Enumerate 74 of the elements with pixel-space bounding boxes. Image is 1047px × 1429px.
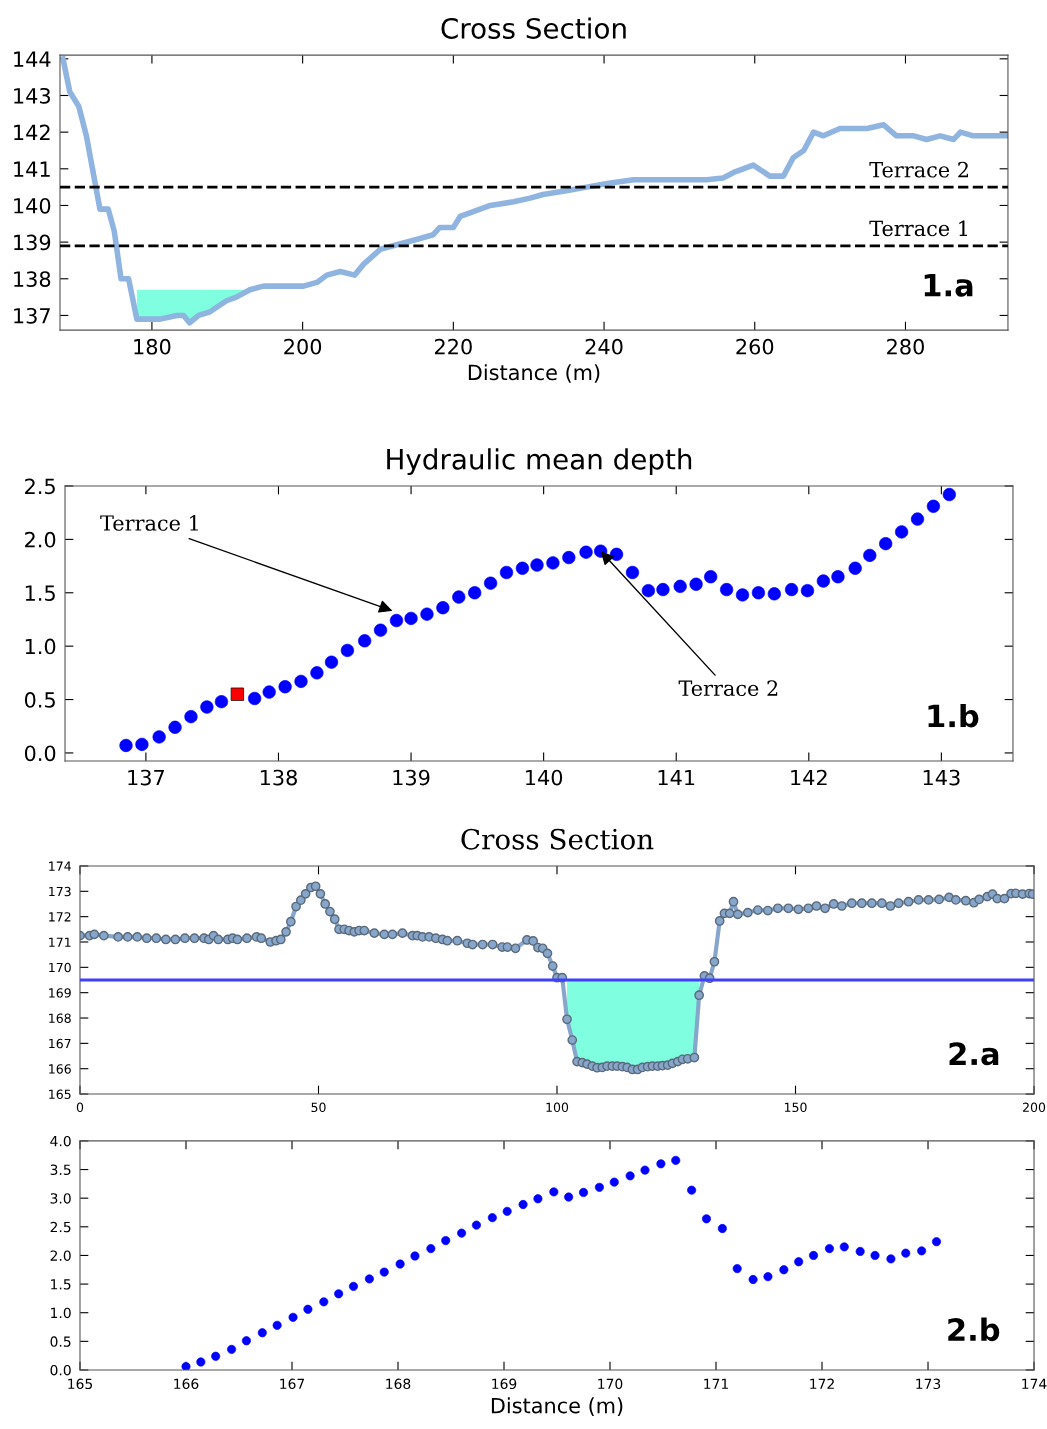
y-tick-label: 2.0 <box>50 1250 71 1261</box>
y-tick-label: 166 <box>49 1064 71 1074</box>
y-tick-label: 0.0 <box>24 745 56 762</box>
y-tick-label: 2.5 <box>50 1221 71 1233</box>
x-axis-title: Distance (m) <box>491 1397 623 1416</box>
y-tick-label: 2.0 <box>25 531 56 548</box>
x-tick-label: 171 <box>704 1378 728 1389</box>
y-tick-label: 143 <box>14 87 50 104</box>
x-tick-label: 141 <box>658 769 695 786</box>
x-tick-label: 0 <box>76 1102 84 1113</box>
y-tick-label: 1.5 <box>25 585 55 601</box>
x-tick-label: 173 <box>916 1378 941 1390</box>
x-tick-label: 220 <box>434 338 472 355</box>
y-tick-label: 169 <box>49 988 71 998</box>
y-tick-label: 167 <box>49 1038 71 1049</box>
chart-title: Cross Section <box>461 828 654 850</box>
y-tick-label: 170 <box>49 962 71 973</box>
y-tick-label: 1.0 <box>51 1307 71 1319</box>
y-tick-label: 0.0 <box>50 1364 71 1376</box>
x-tick-label: 168 <box>386 1378 411 1390</box>
y-tick-label: 144 <box>14 51 51 67</box>
annotation: 1.b <box>928 703 979 728</box>
x-tick-label: 166 <box>174 1378 199 1390</box>
y-tick-label: 171 <box>49 937 71 947</box>
x-tick-label: 200 <box>284 338 322 355</box>
ref-line-label: Terrace 1 <box>869 220 968 237</box>
y-tick-label: 140 <box>14 197 51 214</box>
y-tick-label: 1.5 <box>51 1279 71 1290</box>
y-tick-label: 165 <box>49 1089 71 1099</box>
x-tick-label: 280 <box>887 338 924 355</box>
y-tick-label: 138 <box>14 271 51 287</box>
x-tick-label: 260 <box>736 338 774 355</box>
x-tick-label: 142 <box>791 769 827 786</box>
y-tick-label: 168 <box>49 1013 71 1023</box>
x-tick-label: 169 <box>492 1378 517 1390</box>
y-tick-label: 0.5 <box>24 692 55 708</box>
ref-line-label: Terrace 2 <box>869 161 968 178</box>
y-tick-label: 2.5 <box>25 478 55 495</box>
x-tick-label: 139 <box>393 769 430 786</box>
y-tick-label: 139 <box>14 234 51 251</box>
x-tick-label: 180 <box>134 338 171 355</box>
y-tick-label: 142 <box>14 124 50 141</box>
annotation: 2.a <box>949 1042 999 1066</box>
annotation: Terrace 1 <box>100 515 198 531</box>
y-tick-label: 172 <box>49 912 71 922</box>
x-tick-label: 140 <box>526 769 563 786</box>
x-tick-label: 50 <box>311 1102 326 1113</box>
x-tick-label: 174 <box>1022 1378 1047 1389</box>
annotation: 1.a <box>924 273 973 297</box>
x-tick-label: 100 <box>546 1102 569 1113</box>
x-tick-label: 150 <box>784 1102 807 1113</box>
y-tick-label: 141 <box>14 161 50 177</box>
y-tick-label: 1.0 <box>25 638 56 655</box>
x-tick-label: 143 <box>923 769 960 786</box>
x-tick-label: 167 <box>280 1378 305 1390</box>
y-tick-label: 174 <box>49 861 71 871</box>
x-tick-label: 170 <box>598 1378 623 1390</box>
y-tick-label: 4.0 <box>50 1135 71 1147</box>
chart-title: Hydraulic mean depth <box>387 448 692 476</box>
y-tick-label: 137 <box>14 307 50 324</box>
y-tick-label: 3.0 <box>50 1193 71 1204</box>
x-tick-label: 240 <box>585 338 623 355</box>
chart-title: Cross Section <box>441 17 626 39</box>
annotation: Terrace 2 <box>678 680 778 697</box>
x-tick-label: 172 <box>810 1378 834 1389</box>
y-tick-label: 173 <box>49 886 71 897</box>
x-tick-label: 165 <box>68 1378 93 1390</box>
x-tick-label: 137 <box>128 769 164 786</box>
x-axis-title: Distance (m) <box>468 364 600 383</box>
y-tick-label: 0.5 <box>50 1336 71 1347</box>
x-tick-label: 138 <box>260 769 297 786</box>
annotation: 2.b <box>948 1317 1000 1342</box>
y-tick-label: 3.5 <box>50 1164 71 1176</box>
x-tick-label: 200 <box>1023 1102 1046 1113</box>
